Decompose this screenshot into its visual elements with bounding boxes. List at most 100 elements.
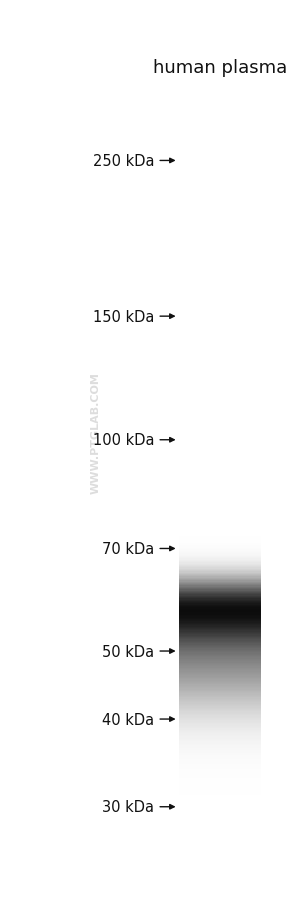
Bar	[178, 224, 261, 225]
Bar	[178, 254, 261, 255]
Bar	[178, 275, 261, 276]
Bar	[178, 628, 261, 630]
Bar	[178, 360, 261, 361]
Bar	[178, 407, 261, 409]
Bar	[178, 255, 261, 257]
Bar	[178, 466, 261, 467]
Bar	[178, 815, 261, 817]
Bar	[178, 395, 261, 397]
Bar	[178, 270, 261, 271]
Bar	[178, 591, 261, 592]
Bar	[178, 627, 261, 628]
Bar	[178, 403, 261, 404]
Bar	[178, 718, 261, 720]
Bar	[178, 373, 261, 375]
Bar	[178, 104, 261, 105]
Bar	[178, 492, 261, 493]
Bar	[178, 772, 261, 773]
Bar	[178, 609, 261, 610]
Bar	[178, 362, 261, 364]
Bar	[178, 640, 261, 641]
Bar	[178, 230, 261, 231]
Bar	[178, 216, 261, 218]
Bar	[178, 198, 261, 200]
Bar	[178, 581, 261, 582]
Bar	[178, 213, 261, 215]
Bar	[178, 430, 261, 431]
Bar	[178, 262, 261, 263]
Bar	[178, 179, 261, 180]
Bar	[178, 437, 261, 439]
Bar	[178, 578, 261, 579]
Bar	[178, 605, 261, 606]
Bar	[178, 685, 261, 686]
Bar	[178, 717, 261, 718]
Bar	[178, 429, 261, 430]
Bar	[178, 785, 261, 787]
Bar	[178, 299, 261, 300]
Bar	[178, 771, 261, 772]
Bar	[178, 475, 261, 476]
Bar	[178, 313, 261, 315]
Bar	[178, 209, 261, 210]
Bar	[178, 525, 261, 527]
Bar	[178, 227, 261, 228]
Bar	[178, 172, 261, 173]
Bar	[178, 147, 261, 149]
Bar	[178, 600, 261, 601]
Bar	[178, 366, 261, 367]
Bar	[178, 263, 261, 264]
Bar	[178, 724, 261, 726]
Bar	[178, 210, 261, 212]
Bar	[178, 154, 261, 155]
Bar	[178, 841, 261, 842]
Bar	[178, 345, 261, 346]
Bar	[178, 382, 261, 384]
Bar	[178, 833, 261, 835]
Bar	[178, 561, 261, 563]
Bar	[178, 646, 261, 648]
Bar	[178, 672, 261, 673]
Bar	[178, 114, 261, 115]
Bar	[178, 861, 261, 862]
Bar	[178, 753, 261, 754]
Bar	[178, 448, 261, 449]
Bar	[178, 666, 261, 667]
Bar	[178, 308, 261, 309]
Bar	[178, 182, 261, 183]
Text: 150 kDa: 150 kDa	[93, 309, 174, 325]
Bar	[178, 183, 261, 185]
Bar	[178, 493, 261, 494]
Bar	[178, 280, 261, 281]
Bar	[178, 192, 261, 194]
Bar	[178, 537, 261, 538]
Bar	[178, 790, 261, 791]
Bar	[178, 619, 261, 621]
Bar	[178, 281, 261, 282]
Bar	[178, 523, 261, 524]
Bar	[178, 809, 261, 811]
Bar	[178, 367, 261, 369]
Bar	[178, 500, 261, 501]
Bar	[178, 555, 261, 557]
Bar	[178, 829, 261, 830]
Text: human plasma: human plasma	[153, 59, 287, 77]
Bar	[178, 626, 261, 627]
Bar	[178, 431, 261, 433]
Bar	[178, 563, 261, 564]
Bar	[178, 152, 261, 154]
Text: 30 kDa: 30 kDa	[103, 799, 174, 815]
Bar	[178, 427, 261, 428]
Bar	[178, 827, 261, 829]
Bar	[178, 243, 261, 244]
Bar	[178, 751, 261, 753]
Bar	[178, 529, 261, 530]
Bar	[178, 264, 261, 266]
Bar	[178, 410, 261, 411]
Bar	[178, 234, 261, 235]
Bar	[178, 452, 261, 454]
Bar	[178, 240, 261, 241]
Bar	[178, 282, 261, 283]
Bar	[178, 425, 261, 427]
Bar	[178, 134, 261, 136]
